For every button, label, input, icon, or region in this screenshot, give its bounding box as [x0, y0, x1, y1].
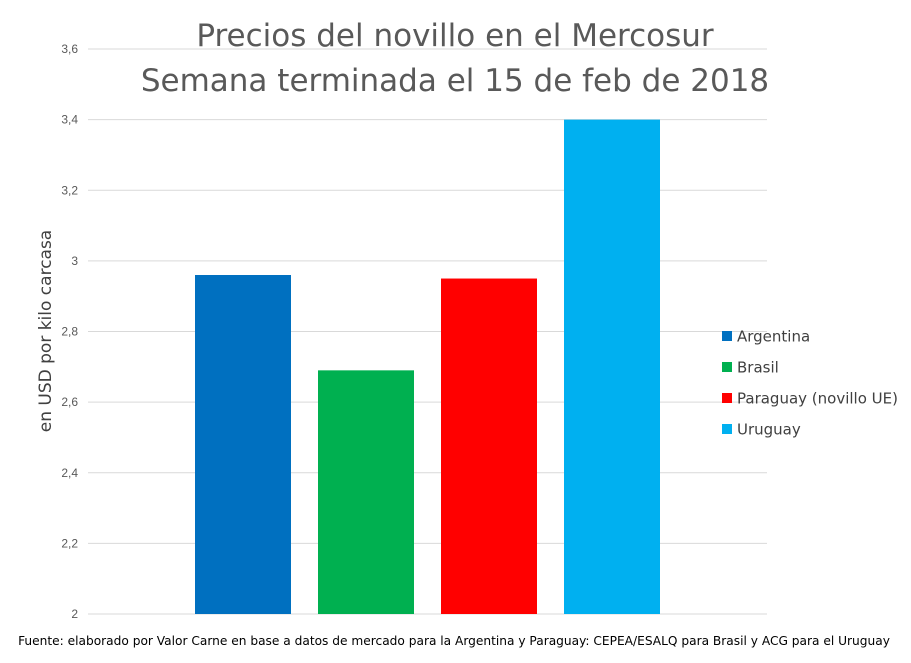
bar-brasil — [318, 370, 414, 614]
legend-label: Paraguay (novillo UE) — [737, 390, 898, 408]
chart-title-line-1: Precios del novillo en el Mercosur — [196, 18, 714, 54]
source-note: Fuente: elaborado por Valor Carne en bas… — [18, 634, 890, 648]
bar-uruguay — [564, 119, 660, 614]
y-tick-label: 3,6 — [61, 42, 78, 56]
chart-title: Precios del novillo en el Mercosur Seman… — [141, 18, 769, 99]
legend-swatch — [722, 393, 732, 403]
y-tick-label: 2,4 — [61, 466, 78, 480]
y-tick-label: 2,2 — [61, 536, 78, 550]
legend-label: Argentina — [737, 328, 810, 346]
y-axis-label: en USD por kilo carcasa — [36, 230, 56, 432]
y-tick-label: 3,2 — [61, 183, 78, 197]
legend-label: Uruguay — [737, 421, 801, 439]
bar-paraguay — [441, 278, 537, 614]
chart-title-line-2: Semana terminada el 15 de feb de 2018 — [141, 63, 769, 99]
legend-swatch — [722, 362, 732, 372]
legend-label: Brasil — [737, 359, 779, 377]
gridlines — [88, 48, 767, 615]
bars — [195, 119, 660, 614]
bar-argentina — [195, 275, 291, 614]
y-tick-label: 3 — [71, 254, 78, 268]
y-tick-label: 2 — [71, 607, 78, 621]
legend-swatch — [722, 331, 732, 341]
y-axis-ticks: 2 2,2 2,4 2,6 2,8 3 3,2 3,4 3,6 — [61, 42, 78, 621]
legend-swatch — [722, 424, 732, 434]
legend: Argentina Brasil Paraguay (novillo UE) Urug… — [722, 328, 898, 439]
y-tick-label: 2,8 — [61, 325, 78, 339]
y-tick-label: 2,6 — [61, 395, 78, 409]
y-tick-label: 3,4 — [61, 113, 78, 127]
